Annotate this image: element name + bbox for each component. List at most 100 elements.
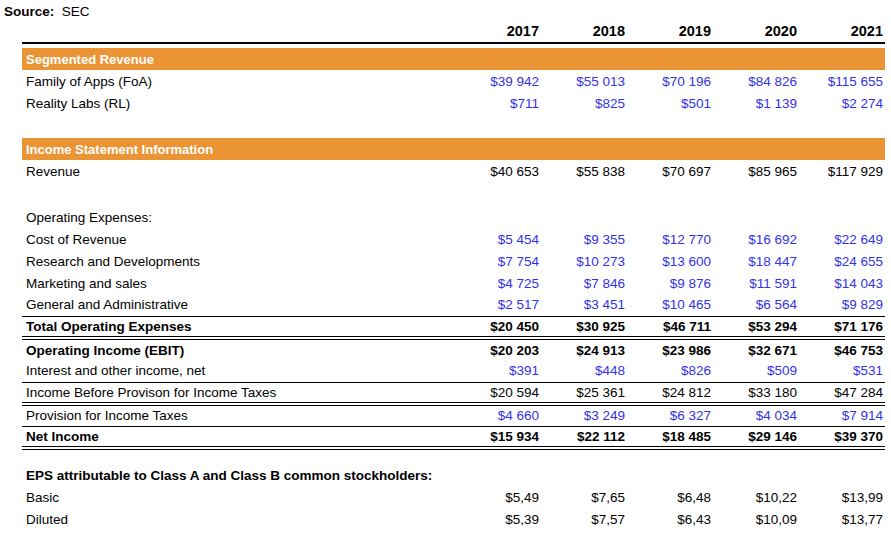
cell-value: $2 274: [799, 92, 885, 114]
year-header: 2018: [541, 20, 627, 43]
year-header: 2019: [627, 20, 713, 43]
spacer-row: [22, 182, 885, 206]
cell-value: $13 600: [627, 250, 713, 272]
cell-value: $6 327: [627, 404, 713, 426]
spacer-row: [22, 114, 885, 138]
row-label: Operating Expenses:: [22, 206, 885, 228]
cell-value: $5,49: [455, 486, 541, 508]
cell-value: $711: [455, 92, 541, 114]
row-label: Provision for Income Taxes: [22, 404, 455, 426]
cell-value: $24 913: [541, 338, 627, 360]
row-label: Interest and other income, net: [22, 360, 455, 382]
cell-value: $47 284: [799, 382, 885, 404]
report-page: Source: SEC 2017 2018 2019 2020 2021 Seg…: [0, 0, 891, 533]
cell-value: $70 697: [627, 160, 713, 182]
table-row: Cost of Revenue$5 454$9 355$12 770$16 69…: [22, 228, 885, 250]
table-row: Income Before Provison for Income Taxes $…: [22, 382, 885, 404]
cell-value: $10,09: [713, 508, 799, 530]
cell-value: $13,77: [799, 508, 885, 530]
label-row: EPS attributable to Class A and Class B …: [22, 464, 885, 486]
table-row: Revenue$40 653$55 838$70 697$85 965$117 …: [22, 160, 885, 182]
row-label: Research and Developments: [22, 250, 455, 272]
cell-value: $9 876: [627, 272, 713, 294]
row-label: Net Income: [22, 426, 455, 448]
cell-value: $115 655: [799, 70, 885, 92]
cell-value: $501: [627, 92, 713, 114]
cell-value: $18 447: [713, 250, 799, 272]
cell-value: $5 454: [455, 228, 541, 250]
cell-value: $3 249: [541, 404, 627, 426]
row-label: Reality Labs (RL): [22, 92, 455, 114]
cell-value: $20 450: [455, 316, 541, 338]
cell-value: $825: [541, 92, 627, 114]
blank-cell: [22, 114, 885, 138]
cell-value: $9 355: [541, 228, 627, 250]
table-row: Basic$5,49$7,65$6,48$10,22$13,99: [22, 486, 885, 508]
table-row: Reality Labs (RL)$711$825$501$1 139$2 27…: [22, 92, 885, 114]
cell-value: $29 146: [713, 426, 799, 448]
cell-value: $24 812: [627, 382, 713, 404]
cell-value: $25 361: [541, 382, 627, 404]
cell-value: $71 176: [799, 316, 885, 338]
row-label: Family of Apps (FoA): [22, 70, 455, 92]
cell-value: $1 139: [713, 92, 799, 114]
cell-value: $46 753: [799, 338, 885, 360]
cell-value: $46 711: [627, 316, 713, 338]
cell-value: $55 838: [541, 160, 627, 182]
cell-value: $10 465: [627, 294, 713, 316]
table-row: General and Administrative$2 517$3 451$1…: [22, 294, 885, 316]
table-row: Provision for Income Taxes$4 660$3 249$6…: [22, 404, 885, 426]
cell-value: $39 370: [799, 426, 885, 448]
cell-value: $10,22: [713, 486, 799, 508]
table-row: Total Operating Expenses$20 450$30 925$4…: [22, 316, 885, 338]
cell-value: $9 829: [799, 294, 885, 316]
row-label: Income Before Provison for Income Taxes: [22, 382, 455, 404]
cell-value: $509: [713, 360, 799, 382]
cell-value: $6,43: [627, 508, 713, 530]
cell-value: $30 925: [541, 316, 627, 338]
cell-value: $7 846: [541, 272, 627, 294]
years-header-row: 2017 2018 2019 2020 2021: [22, 20, 885, 43]
cell-value: $4 660: [455, 404, 541, 426]
year-header: 2021: [799, 20, 885, 43]
row-label: Operating Income (EBIT): [22, 338, 455, 360]
section-title: Income Statement Information: [22, 138, 885, 160]
row-label: Basic: [22, 486, 455, 508]
cell-value: $24 655: [799, 250, 885, 272]
cell-value: $84 826: [713, 70, 799, 92]
table-row: Net Income$15 934$22 112$18 485$29 146$3…: [22, 426, 885, 448]
cell-value: $4 034: [713, 404, 799, 426]
row-label: Cost of Revenue: [22, 228, 455, 250]
cell-value: $85 965: [713, 160, 799, 182]
cell-value: $391: [455, 360, 541, 382]
cell-value: $33 180: [713, 382, 799, 404]
source-value-text: SEC: [62, 4, 90, 19]
cell-value: $4 725: [455, 272, 541, 294]
table-row: Research and Developments$7 754$10 273$1…: [22, 250, 885, 272]
row-label: Total Operating Expenses: [22, 316, 455, 338]
cell-value: $15 934: [455, 426, 541, 448]
cell-value: $826: [627, 360, 713, 382]
table-body: Segmented RevenueFamily of Apps (FoA) $39…: [22, 43, 885, 530]
table-row: Interest and other income, net$391$448$8…: [22, 360, 885, 382]
cell-value: $22 649: [799, 228, 885, 250]
cell-value: $6,48: [627, 486, 713, 508]
cell-value: $40 653: [455, 160, 541, 182]
source-label: Source:: [4, 4, 54, 19]
section-header-row: Income Statement Information: [22, 138, 885, 160]
row-label: General and Administrative: [22, 294, 455, 316]
table-row: Marketing and sales$4 725$7 846$9 876$11…: [22, 272, 885, 294]
cell-value: $13,99: [799, 486, 885, 508]
row-label: EPS attributable to Class A and Class B …: [22, 464, 885, 486]
row-label: Diluted: [22, 508, 455, 530]
row-label: Marketing and sales: [22, 272, 455, 294]
spacer-row: [22, 448, 885, 464]
section-title: Segmented Revenue: [22, 48, 885, 70]
table-row: Diluted$5,39$7,57$6,43$10,09$13,77: [22, 508, 885, 530]
cell-value: $3 451: [541, 294, 627, 316]
cell-value: $11 591: [713, 272, 799, 294]
cell-value: $448: [541, 360, 627, 382]
cell-value: $12 770: [627, 228, 713, 250]
cell-value: $23 986: [627, 338, 713, 360]
table-row: Operating Income (EBIT)$20 203$24 913$23…: [22, 338, 885, 360]
